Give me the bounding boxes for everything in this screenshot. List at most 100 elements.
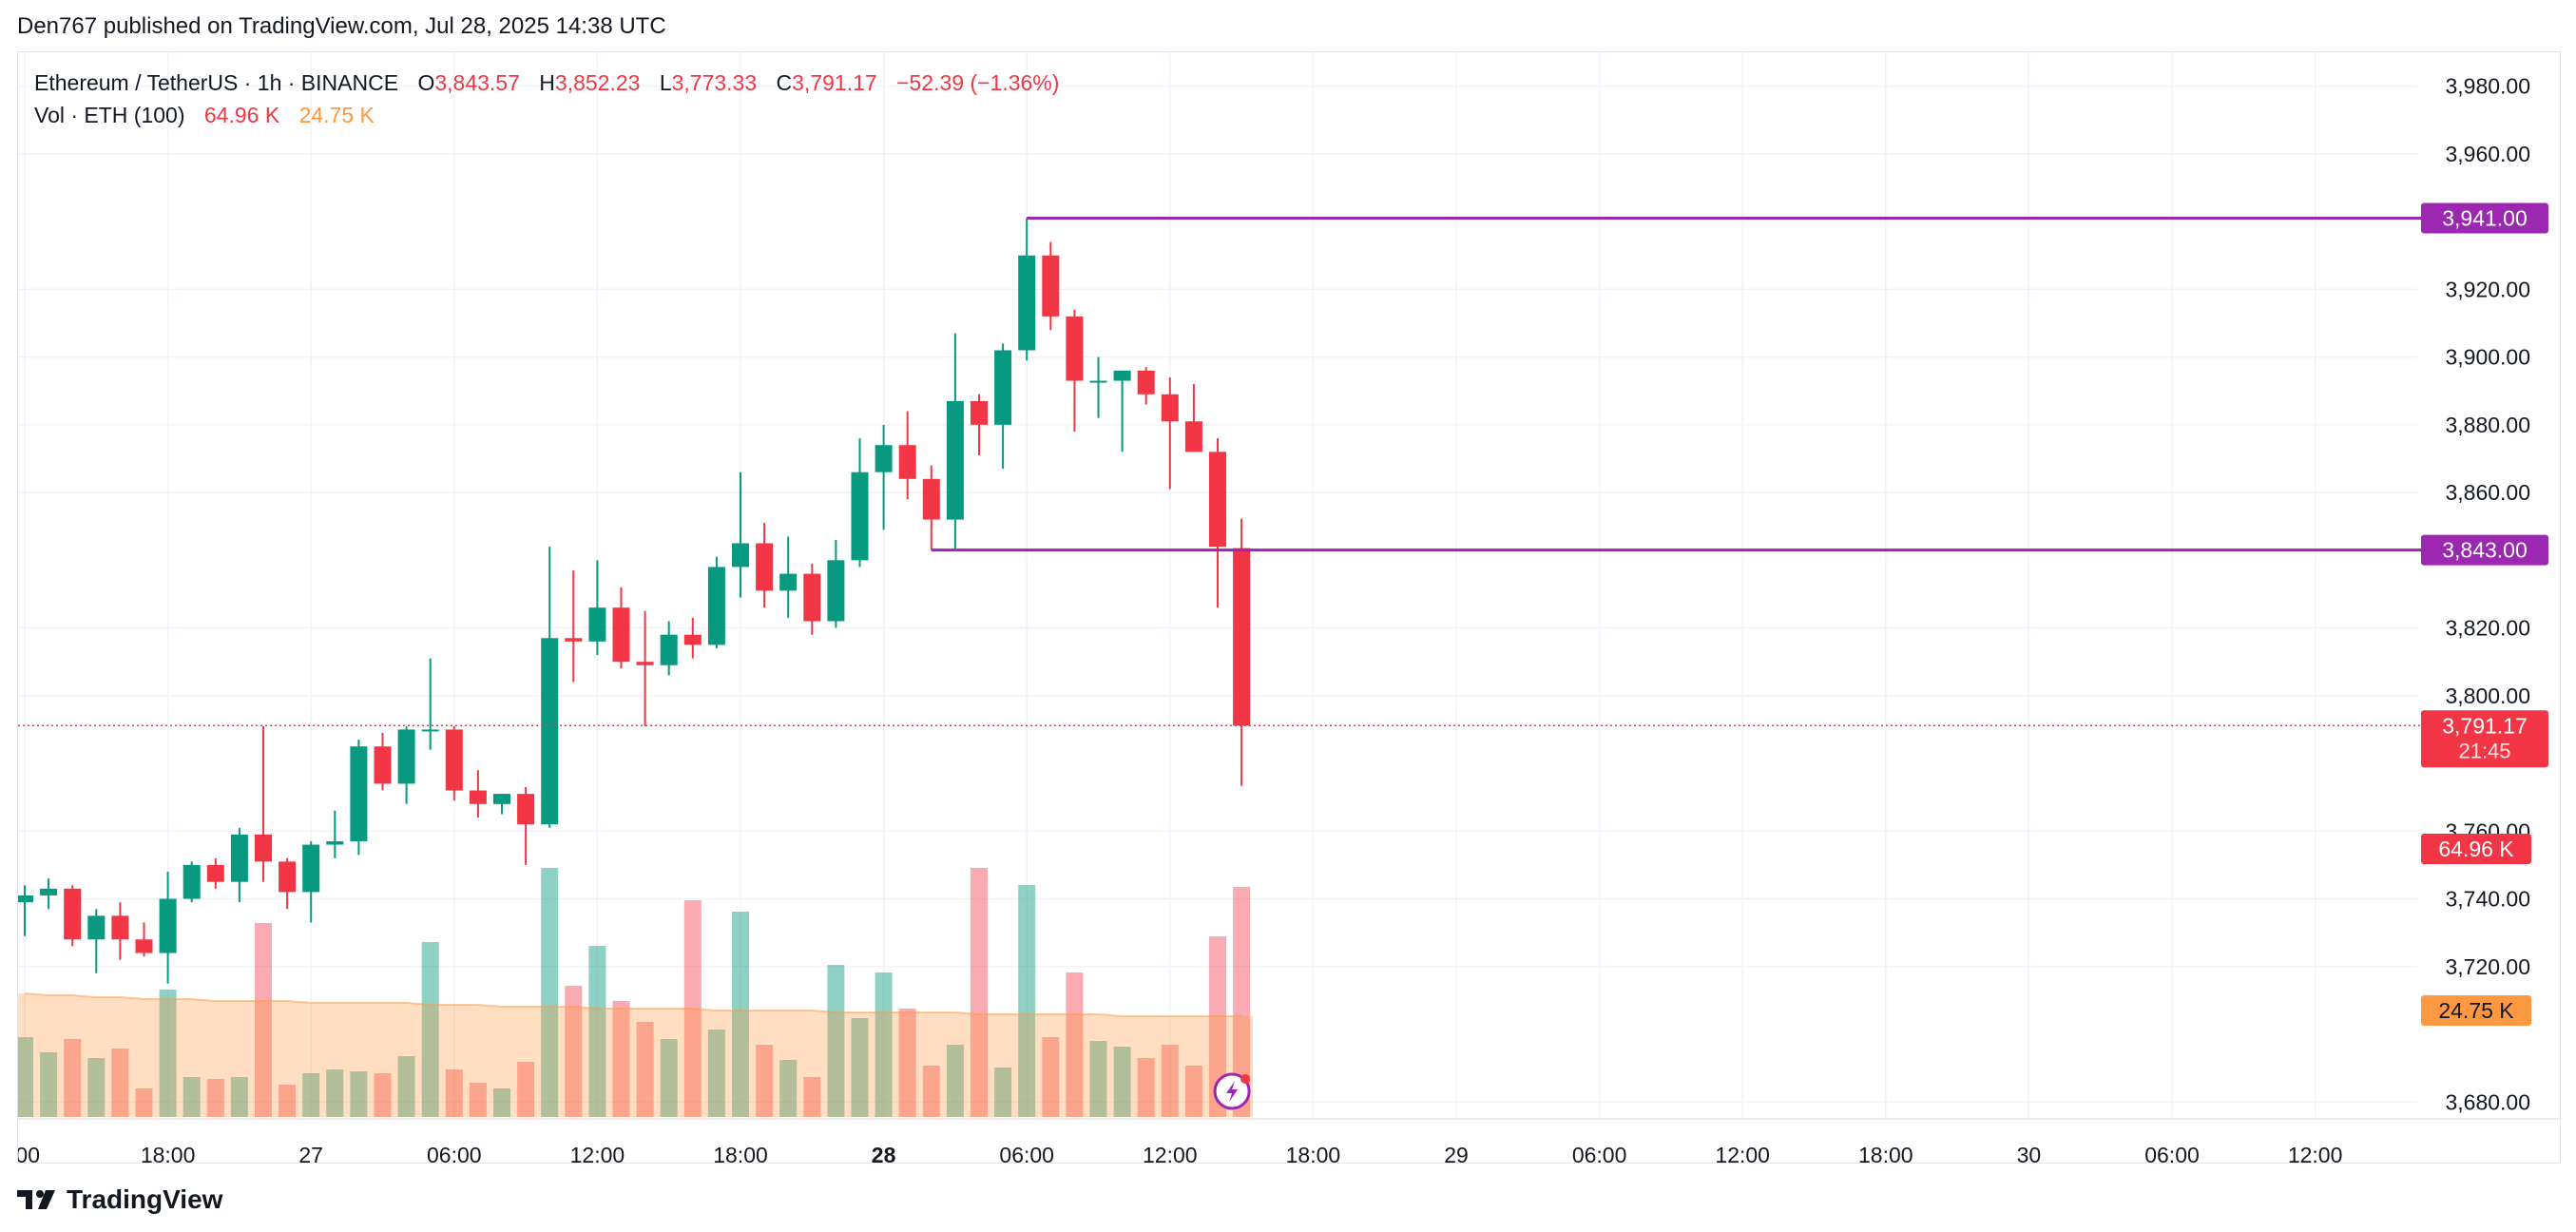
candle-body [302,844,320,893]
last-price-countdown: 21:45 [2458,739,2510,762]
candle-body [875,445,893,472]
tradingview-logo-icon [17,1190,55,1209]
volume-bar [206,1079,224,1117]
footer: TradingView [17,1183,222,1217]
volume-bar [493,1088,510,1117]
time-tick-label: 18:00 [141,1143,196,1165]
volume-bar [588,946,606,1117]
volume-bar [1209,936,1226,1117]
candle-body [397,729,415,784]
candle-body [279,861,297,893]
volume-bar [350,1071,368,1117]
candle-body [1233,548,1251,726]
volume-bar [1137,1058,1155,1117]
volume-bar [374,1073,392,1117]
legend-high-value: 3,852.23 [554,70,641,95]
price-tick-label: 3,820.00 [2445,616,2530,641]
candle-body [971,400,988,425]
legend-open-label: O [417,70,435,95]
legend-volume-row: Vol · ETH (100) 64.96 K 24.75 K [34,99,1059,131]
volume-ma-line [24,992,1242,1017]
candle-body [779,573,798,591]
volume-bar [660,1039,678,1117]
volume-bar [40,1052,58,1117]
volume-bar [469,1083,487,1117]
volume-bar [326,1069,344,1117]
candle-body [660,634,678,665]
volume-bar [302,1073,320,1117]
candle-body [1161,394,1179,422]
volume-ma-badge-label: 24.75 K [2438,998,2514,1023]
time-tick-label: 12:00 [1143,1143,1198,1165]
legend-close-label: C [776,70,793,95]
legend-change: −52.39 (−1.36%) [896,70,1060,95]
volume-bar [255,923,272,1117]
volume-bar [898,1009,916,1117]
volume-bar [541,868,559,1117]
volume-value-badge [2421,834,2531,864]
candle-body [469,790,487,804]
volume-bar [230,1077,248,1117]
candle-body [230,834,248,882]
time-tick-label: 27 [298,1143,323,1165]
volume-bar [994,1068,1012,1117]
time-tick-label: 18:00 [713,1143,768,1165]
volume-bar [827,965,845,1117]
price-level-badge-label: 3,941.00 [2442,206,2528,231]
price-tick-label: 3,740.00 [2445,887,2530,912]
volume-bar [517,1062,535,1117]
chart-legend: Ethereum / TetherUS · 1h · BINANCE O3,84… [34,67,1059,131]
candle-body [493,794,510,804]
candle-body [18,895,33,903]
price-level-badge [2421,534,2548,566]
time-tick-label: 29 [1444,1143,1469,1165]
last-price-label: 3,791.17 [2442,713,2528,738]
publish-line: Den767 published on TradingView.com, Jul… [17,13,666,39]
candle-body [565,638,583,642]
chart-frame[interactable]: 3,980.00 3,960.00 3,920.00 3,900.00 3,880.00… [17,51,2562,1165]
volume-bar [445,1069,463,1117]
candle-body [111,915,129,940]
candle-body [851,472,869,561]
candle-body [1137,370,1155,395]
time-tick-label: 18:00 [1286,1143,1341,1165]
candle-body [1113,370,1131,381]
candle-body [183,864,201,899]
volume-bar [18,1037,33,1117]
volume-bar [946,1045,964,1117]
legend-volume-label[interactable]: Vol · ETH (100) [34,103,185,127]
candle-body [326,840,344,845]
legend-volume-ma-value: 24.75 K [298,103,375,127]
volume-bar [159,990,177,1117]
candle-body [1042,255,1060,317]
footer-brand[interactable]: TradingView [67,1184,223,1214]
candle-body [64,888,82,940]
lightning-bolt [1226,1081,1239,1102]
volume-ma-badge [2421,995,2531,1026]
time-tick-label: 30 [2017,1143,2042,1165]
volume-bar [851,1018,869,1117]
legend-ohlc-row: Ethereum / TetherUS · 1h · BINANCE O3,84… [34,67,1059,99]
price-tick-label: 3,720.00 [2445,954,2530,979]
volume-bar [636,1022,654,1117]
candle-body [445,729,463,791]
price-tick-label: 3,900.00 [2445,345,2530,370]
candle-body [1018,255,1036,351]
candle-body [1066,316,1084,381]
legend-symbol[interactable]: Ethereum / TetherUS · 1h · BINANCE [34,70,399,95]
volume-bar [183,1077,201,1117]
volume-bar [1161,1045,1179,1117]
candle-body [683,634,702,645]
price-chart[interactable]: 3,980.00 3,960.00 3,920.00 3,900.00 3,880.00… [18,52,2562,1165]
price-level-badge-label: 3,843.00 [2442,538,2528,563]
candle-body [1184,421,1202,452]
candle-body [922,478,940,520]
candle-body [159,898,177,953]
candle-body [803,573,821,622]
price-tick-label: 3,880.00 [2445,413,2530,437]
price-tick-label: 3,920.00 [2445,277,2530,301]
volume-bar [87,1058,106,1117]
time-tick-label: 12:00 [570,1143,625,1165]
volume-bar [732,912,749,1117]
candle-body [756,543,774,591]
